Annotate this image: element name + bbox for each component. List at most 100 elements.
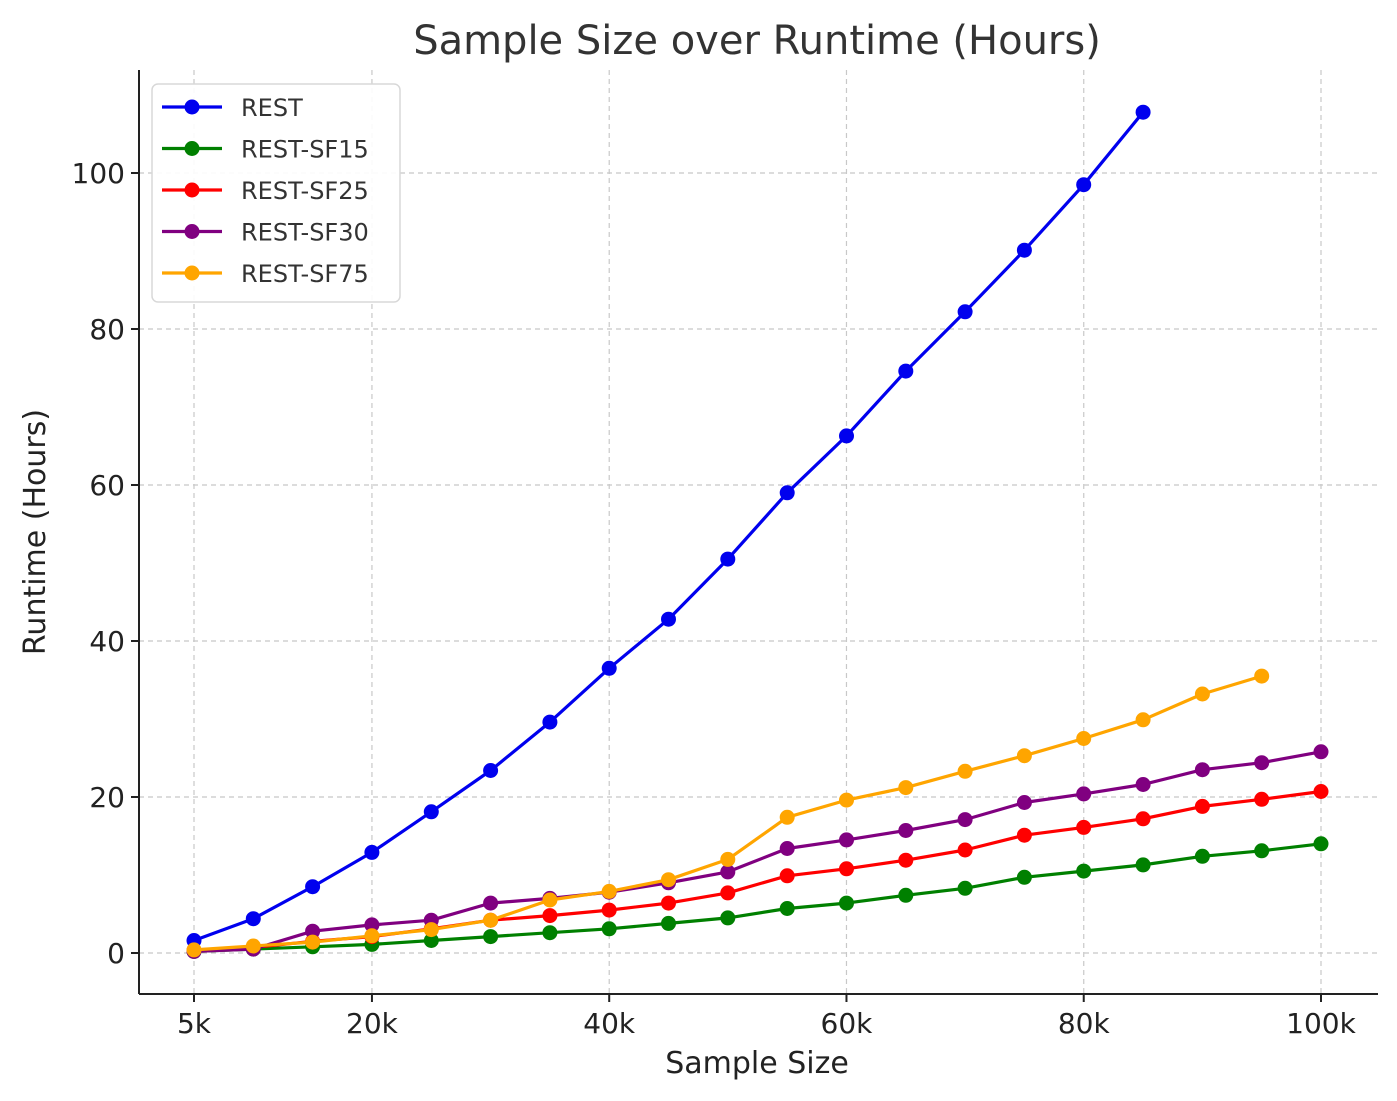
data-point xyxy=(1254,843,1270,859)
legend-frame xyxy=(151,83,401,303)
data-point xyxy=(1135,857,1151,873)
data-point xyxy=(839,895,854,911)
data-point xyxy=(483,763,499,778)
data-point xyxy=(245,911,261,927)
data-point xyxy=(1076,819,1092,835)
series-line xyxy=(192,674,1264,952)
x-tick-label: 40k xyxy=(583,1007,636,1040)
series-line xyxy=(192,750,1323,954)
data-point xyxy=(1016,748,1032,764)
data-point xyxy=(779,485,795,501)
data-point xyxy=(1016,827,1032,843)
data-point xyxy=(720,885,736,901)
data-point xyxy=(483,912,499,928)
legend-item: REST-SF15 xyxy=(162,136,369,164)
data-point xyxy=(245,938,261,954)
data-point xyxy=(1254,791,1270,807)
y-axis-label: Runtime (Hours) xyxy=(18,409,53,655)
y-tick-label: 100 xyxy=(72,157,125,190)
legend-label: REST-SF75 xyxy=(241,260,369,288)
data-point xyxy=(542,925,558,941)
data-point xyxy=(542,892,558,908)
series-layer xyxy=(186,104,1329,959)
y-tick-label: 40 xyxy=(89,625,125,658)
data-point xyxy=(779,841,795,856)
legend-label: REST-SF30 xyxy=(241,219,369,247)
data-point xyxy=(661,872,676,888)
data-point xyxy=(423,933,439,948)
data-point xyxy=(839,428,854,444)
series-rest-sf25 xyxy=(186,784,1329,959)
data-point xyxy=(1135,104,1151,120)
y-tick-label: 20 xyxy=(89,781,125,814)
data-point xyxy=(1135,811,1151,827)
data-point xyxy=(661,915,676,931)
legend-item: REST-SF25 xyxy=(162,177,369,205)
data-point xyxy=(720,864,736,880)
data-point xyxy=(957,880,973,896)
data-point xyxy=(957,812,973,828)
data-point xyxy=(779,809,795,825)
x-tick-label: 80k xyxy=(1058,1007,1111,1040)
legend: REST REST-SF15 REST-SF25 REST-SF30 REST-SF75 xyxy=(151,83,401,303)
data-point xyxy=(661,611,676,627)
data-point xyxy=(839,832,854,848)
data-point xyxy=(1254,755,1270,771)
data-point xyxy=(1076,177,1092,193)
data-point xyxy=(779,868,795,884)
series-rest xyxy=(186,104,1151,948)
legend-label: REST-SF25 xyxy=(241,177,369,205)
x-tick-label: 60k xyxy=(821,1007,874,1040)
data-point xyxy=(186,942,202,958)
legend-swatch-marker xyxy=(184,265,200,281)
legend-label: REST xyxy=(241,94,303,122)
axes-layer xyxy=(138,70,1378,995)
legend-swatch-marker xyxy=(184,99,200,115)
data-point xyxy=(1254,668,1270,684)
data-point xyxy=(1194,798,1210,814)
series-rest-sf75 xyxy=(186,668,1270,958)
data-point xyxy=(720,910,736,926)
chart-title: Sample Size over Runtime (Hours) xyxy=(413,18,1101,64)
legend-swatch-marker xyxy=(184,224,200,239)
data-point xyxy=(542,908,558,924)
ticks-layer: 5k 20k 40k 60k 80k 100k 0 20 40 60 80 100 xyxy=(72,157,1357,1040)
data-point xyxy=(601,660,617,676)
y-tick-label: 0 xyxy=(107,937,125,970)
data-point xyxy=(720,551,736,567)
data-point xyxy=(1313,784,1329,799)
data-point xyxy=(1016,795,1032,810)
data-point xyxy=(305,934,321,950)
data-point xyxy=(483,929,499,945)
data-point xyxy=(601,883,617,899)
data-point xyxy=(898,823,914,838)
data-point xyxy=(1016,869,1032,885)
data-point xyxy=(957,763,973,779)
data-point xyxy=(483,895,499,911)
y-tick-label: 60 xyxy=(89,469,125,502)
data-point xyxy=(898,780,914,796)
data-point xyxy=(1194,686,1210,702)
data-point xyxy=(898,363,914,379)
legend-label: REST-SF15 xyxy=(241,136,369,164)
y-tick-label: 80 xyxy=(89,313,125,346)
data-point xyxy=(1076,731,1092,746)
data-point xyxy=(542,714,558,730)
legend-item: REST xyxy=(162,94,303,122)
data-point xyxy=(957,304,973,320)
data-point xyxy=(364,917,380,933)
data-point xyxy=(1076,786,1092,802)
data-point xyxy=(720,851,736,867)
legend-item: REST-SF75 xyxy=(162,260,369,288)
data-point xyxy=(957,842,973,858)
data-point xyxy=(364,928,380,944)
data-point xyxy=(423,922,439,938)
legend-item: REST-SF30 xyxy=(162,219,369,247)
data-point xyxy=(1313,744,1329,760)
data-point xyxy=(601,902,617,918)
data-point xyxy=(601,921,617,937)
data-point xyxy=(364,844,380,860)
x-tick-label: 5k xyxy=(177,1007,212,1040)
series-line xyxy=(192,842,1323,954)
